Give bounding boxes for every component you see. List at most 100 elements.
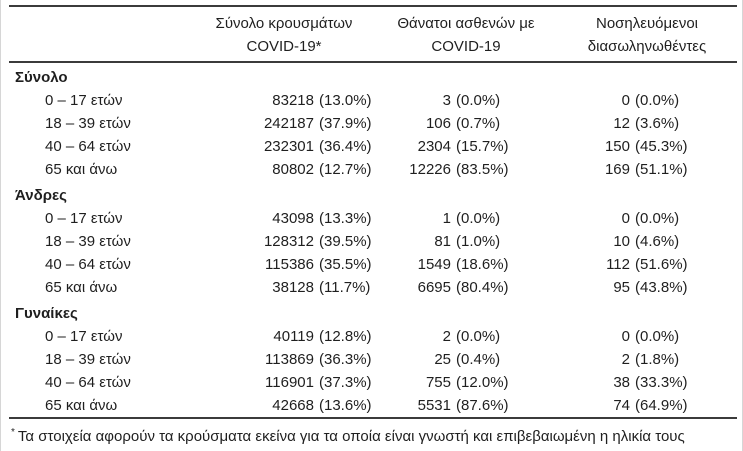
deaths-value: 6695 xyxy=(417,279,451,296)
footer-rule xyxy=(9,417,737,419)
section-women: Γυναίκες 0 – 17 ετών 40119 (12.8%) 2 (0.0%… xyxy=(1,299,742,417)
age-label: 0 – 17 ετών xyxy=(45,328,123,345)
table-row: 0 – 17 ετών 43098 (13.3%) 1 (0.0%) 0 (0.0%) xyxy=(9,207,737,230)
cases-percent: (13.0%) xyxy=(319,92,372,109)
cases-percent: (13.6%) xyxy=(319,397,372,414)
column-header-intubated: Νοσηλευόμενοι διασωληνωθέντες xyxy=(557,12,737,58)
deaths-value: 2 xyxy=(442,328,451,345)
cases-cell: 38128 (11.7%) xyxy=(193,276,375,299)
age-label: 40 – 64 ετών xyxy=(45,138,131,155)
top-rule xyxy=(9,5,737,7)
table-row: 18 – 39 ετών 128312 (39.5%) 81 (1.0%) 10 (4… xyxy=(9,230,737,253)
section-men: Άνδρες 0 – 17 ετών 43098 (13.3%) 1 (0.0%) … xyxy=(1,181,742,299)
intubated-value: 38 xyxy=(613,374,630,391)
cases-percent: (37.3%) xyxy=(319,374,372,391)
deaths-cell: 3 (0.0%) xyxy=(375,89,557,112)
column-header-cases-line2: COVID-19* xyxy=(246,38,322,55)
age-label: 40 – 64 ετών xyxy=(45,374,131,391)
deaths-value: 81 xyxy=(434,233,451,250)
intubated-cell: 112 (51.6%) xyxy=(557,253,737,276)
column-header-empty xyxy=(9,12,193,58)
cases-cell: 113869 (36.3%) xyxy=(193,348,375,371)
cases-value: 43098 xyxy=(272,210,314,227)
age-label: 65 και άνω xyxy=(45,161,118,178)
table-row: 40 – 64 ετών 232301 (36.4%) 2304 (15.7%) 1… xyxy=(9,135,737,158)
table-header-row: Σύνολο κρουσμάτων COVID-19* Θάνατοι ασθε… xyxy=(9,7,737,61)
table-row: 40 – 64 ετών 115386 (35.5%) 1549 (18.6%) 1… xyxy=(9,253,737,276)
intubated-value: 0 xyxy=(621,210,630,227)
deaths-value: 1549 xyxy=(417,256,451,273)
cases-value: 83218 xyxy=(272,92,314,109)
intubated-value: 95 xyxy=(613,279,630,296)
cases-percent: (35.5%) xyxy=(319,256,372,273)
deaths-cell: 106 (0.7%) xyxy=(375,112,557,135)
cases-cell: 115386 (35.5%) xyxy=(193,253,375,276)
cases-value: 42668 xyxy=(272,397,314,414)
cases-value: 128312 xyxy=(263,233,314,250)
table-row: 65 και άνω 42668 (13.6%) 5531 (87.6%) 74 (6… xyxy=(9,394,737,417)
intubated-value: 150 xyxy=(604,138,630,155)
column-header-intubated-line2: διασωληνωθέντες xyxy=(587,38,707,55)
intubated-cell: 2 (1.8%) xyxy=(557,348,737,371)
intubated-cell: 12 (3.6%) xyxy=(557,112,737,135)
intubated-percent: (33.3%) xyxy=(635,374,688,391)
deaths-cell: 2304 (15.7%) xyxy=(375,135,557,158)
cases-value: 38128 xyxy=(272,279,314,296)
intubated-percent: (0.0%) xyxy=(635,328,680,345)
cases-cell: 43098 (13.3%) xyxy=(193,207,375,230)
deaths-percent: (12.0%) xyxy=(456,374,509,391)
deaths-value: 2304 xyxy=(417,138,451,155)
cases-percent: (13.3%) xyxy=(319,210,372,227)
deaths-cell: 755 (12.0%) xyxy=(375,371,557,394)
cases-value: 80802 xyxy=(272,161,314,178)
cases-percent: (37.9%) xyxy=(319,115,372,132)
cases-value: 115386 xyxy=(265,256,314,273)
table-row: 0 – 17 ετών 83218 (13.0%) 3 (0.0%) 0 (0.0%) xyxy=(9,89,737,112)
cases-percent: (11.7%) xyxy=(319,279,371,296)
intubated-value: 2 xyxy=(621,351,630,368)
footnote-asterisk: * xyxy=(11,427,15,438)
intubated-percent: (1.8%) xyxy=(635,351,680,368)
deaths-percent: (0.7%) xyxy=(456,115,501,132)
cases-percent: (36.4%) xyxy=(319,138,372,155)
cases-value: 116901 xyxy=(265,374,314,391)
age-label: 65 και άνω xyxy=(45,397,118,414)
deaths-percent: (0.4%) xyxy=(456,351,501,368)
deaths-cell: 25 (0.4%) xyxy=(375,348,557,371)
intubated-percent: (45.3%) xyxy=(635,138,688,155)
deaths-cell: 12226 (83.5%) xyxy=(375,158,557,181)
age-label: 18 – 39 ετών xyxy=(45,351,131,368)
intubated-percent: (43.8%) xyxy=(635,279,688,296)
cases-value: 40119 xyxy=(273,328,314,345)
intubated-percent: (3.6%) xyxy=(635,115,680,132)
column-header-cases-line1: Σύνολο κρουσμάτων xyxy=(215,15,353,32)
cases-percent: (12.7%) xyxy=(319,161,372,178)
cases-value: 113869 xyxy=(265,351,314,368)
column-header-intubated-line1: Νοσηλευόμενοι xyxy=(595,15,698,32)
deaths-percent: (0.0%) xyxy=(456,328,501,345)
intubated-value: 74 xyxy=(613,397,630,414)
age-label: 0 – 17 ετών xyxy=(45,92,123,109)
deaths-percent: (83.5%) xyxy=(456,161,509,178)
table-row: 40 – 64 ετών 116901 (37.3%) 755 (12.0%) 38… xyxy=(9,371,737,394)
column-header-deaths-line1: Θάνατοι ασθενών με xyxy=(397,15,535,32)
age-label: 18 – 39 ετών xyxy=(45,233,131,250)
deaths-percent: (1.0%) xyxy=(456,233,501,250)
deaths-value: 25 xyxy=(434,351,451,368)
intubated-cell: 74 (64.9%) xyxy=(557,394,737,417)
table-row: 65 και άνω 80802 (12.7%) 12226 (83.5%) 169… xyxy=(9,158,737,181)
cases-cell: 242187 (37.9%) xyxy=(193,112,375,135)
intubated-cell: 0 (0.0%) xyxy=(557,207,737,230)
intubated-cell: 10 (4.6%) xyxy=(557,230,737,253)
deaths-percent: (87.6%) xyxy=(456,397,509,414)
deaths-percent: (80.4%) xyxy=(456,279,509,296)
intubated-cell: 38 (33.3%) xyxy=(557,371,737,394)
column-header-deaths: Θάνατοι ασθενών με COVID-19 xyxy=(375,12,557,58)
intubated-percent: (64.9%) xyxy=(635,397,688,414)
deaths-cell: 6695 (80.4%) xyxy=(375,276,557,299)
cases-cell: 128312 (39.5%) xyxy=(193,230,375,253)
deaths-cell: 81 (1.0%) xyxy=(375,230,557,253)
intubated-value: 112 xyxy=(606,256,630,273)
intubated-cell: 0 (0.0%) xyxy=(557,89,737,112)
deaths-value: 755 xyxy=(425,374,451,391)
